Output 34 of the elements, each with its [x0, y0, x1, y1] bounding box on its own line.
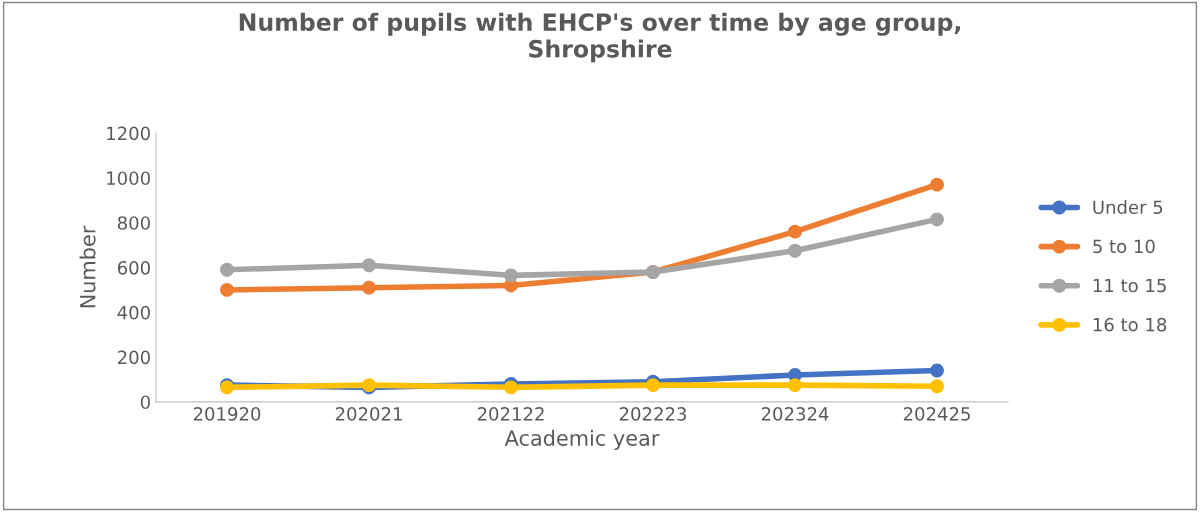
point [362, 258, 376, 273]
point [788, 243, 802, 258]
x-tick-label: 202223 [619, 407, 687, 421]
point [930, 212, 944, 227]
legend-label: Under 5 [1093, 200, 1163, 215]
y-tick-label: 1200 [107, 126, 150, 141]
point [646, 378, 660, 393]
x-tick-label: 201920 [193, 407, 261, 421]
point [504, 268, 518, 283]
y-tick-label: 1000 [107, 171, 150, 186]
point [504, 380, 518, 395]
legend-label: 5 to 10 [1093, 239, 1155, 254]
legend-label: 11 to 15 [1093, 278, 1166, 293]
x-tick-label: 202122 [477, 407, 544, 421]
point [220, 282, 234, 297]
y-tick-label: 600 [117, 260, 150, 275]
y-tick-label: 400 [117, 305, 150, 320]
y-tick-label: 200 [118, 350, 150, 365]
x-tick-label: 202425 [903, 407, 970, 421]
point [930, 379, 944, 394]
y-tick-label: 0 [140, 395, 150, 410]
x-axis-title: Academic year [504, 429, 660, 450]
point [930, 363, 944, 378]
point [362, 280, 376, 295]
x-tick-label: 202324 [761, 407, 829, 421]
y-axis-title: Number [79, 225, 96, 308]
chart-title: Number of pupils with EHCP's over time by age group, Shropshire [239, 12, 960, 63]
point [788, 378, 802, 393]
point [788, 224, 802, 239]
legend-label: 16 to 18 [1093, 317, 1167, 332]
point [930, 177, 944, 192]
y-tick-label: 800 [117, 216, 150, 230]
point [220, 262, 234, 277]
x-tick-label: 202021 [335, 407, 402, 421]
